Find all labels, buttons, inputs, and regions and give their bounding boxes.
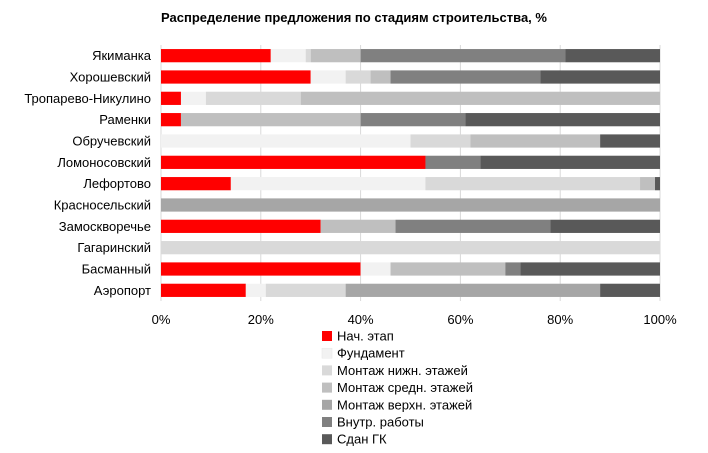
bar-segment bbox=[161, 241, 660, 255]
bar-segment bbox=[300, 91, 660, 105]
bar-segment bbox=[161, 91, 181, 105]
bar-segment bbox=[390, 70, 541, 84]
bar-segment bbox=[320, 219, 396, 233]
legend-swatch bbox=[322, 331, 332, 341]
bar-segment bbox=[425, 177, 641, 191]
x-tick-label: 40% bbox=[348, 312, 374, 327]
x-tick-label: 100% bbox=[643, 312, 677, 327]
x-tick-label: 20% bbox=[248, 312, 274, 327]
bar-segment bbox=[345, 70, 371, 84]
bar-segment bbox=[180, 113, 361, 127]
bar-segment bbox=[520, 262, 660, 276]
bar-segment bbox=[345, 283, 601, 297]
bar-segment bbox=[161, 113, 181, 127]
bar-segment bbox=[205, 91, 301, 105]
legend-label: Сдан ГК bbox=[337, 432, 387, 447]
category-label: Хорошевский bbox=[70, 70, 151, 85]
chart-title: Распределение предложения по стадиям стр… bbox=[161, 10, 547, 25]
bar-segment bbox=[230, 177, 426, 191]
bar-segment bbox=[310, 70, 346, 84]
bar-segment bbox=[465, 113, 660, 127]
legend-swatch bbox=[322, 417, 332, 427]
legend-swatch bbox=[322, 399, 332, 410]
category-label: Обручевский bbox=[72, 134, 151, 149]
bar-segment bbox=[305, 49, 311, 63]
bar-segment bbox=[360, 113, 466, 127]
category-label: Гагаринский bbox=[77, 240, 151, 255]
x-tick-label: 0% bbox=[152, 312, 171, 327]
category-label: Красносельский bbox=[54, 198, 151, 213]
category-label: Раменки bbox=[99, 112, 151, 127]
bar-segment bbox=[161, 219, 321, 233]
legend-label: Фундамент bbox=[337, 346, 405, 361]
legend-label: Монтаж нижн. этажей bbox=[337, 363, 468, 378]
x-tick-label: 80% bbox=[547, 312, 573, 327]
bar-segment bbox=[390, 262, 506, 276]
legend-label: Нач. этап bbox=[337, 329, 394, 344]
bar-segment bbox=[425, 155, 481, 169]
bar-segment bbox=[245, 283, 266, 297]
bar-segment bbox=[161, 283, 246, 297]
legend-swatch bbox=[322, 382, 332, 393]
bar-segment bbox=[655, 177, 660, 191]
legend-label: Монтаж средн. этажей bbox=[337, 380, 473, 395]
bar-segment bbox=[161, 49, 271, 63]
bar-segment bbox=[480, 155, 660, 169]
bar-segment bbox=[265, 283, 346, 297]
legend-swatch bbox=[321, 347, 333, 359]
legend-swatch bbox=[322, 365, 332, 376]
bar-segment bbox=[161, 262, 361, 276]
category-label: Лефортово bbox=[83, 176, 151, 191]
bar-segment bbox=[180, 91, 206, 105]
legend-swatch bbox=[322, 434, 332, 445]
legend-label: Монтаж верхн. этажей bbox=[337, 397, 472, 412]
bar-segment bbox=[600, 134, 660, 148]
bar-segment bbox=[161, 198, 660, 212]
bar-segment bbox=[600, 283, 660, 297]
bar-segment bbox=[360, 262, 391, 276]
bar-segment bbox=[550, 219, 660, 233]
bar-segment bbox=[270, 49, 306, 63]
bar-segment bbox=[505, 262, 521, 276]
bar-segment bbox=[161, 70, 311, 84]
bar-segment bbox=[310, 49, 361, 63]
category-label: Басманный bbox=[82, 262, 151, 277]
bar-segment bbox=[540, 70, 660, 84]
legend-label: Внутр. работы bbox=[337, 415, 424, 430]
bar-segment bbox=[565, 49, 660, 63]
category-label: Замоскворечье bbox=[59, 219, 151, 234]
category-label: Аэропорт bbox=[94, 283, 151, 298]
bar-segment bbox=[161, 134, 411, 148]
bar-segment bbox=[640, 177, 656, 191]
bar-segment bbox=[161, 155, 426, 169]
bar-segment bbox=[370, 70, 391, 84]
bar-segment bbox=[360, 49, 566, 63]
bar-segment bbox=[395, 219, 551, 233]
bar-segment bbox=[410, 134, 471, 148]
category-label: Ломоносовский bbox=[57, 155, 151, 170]
category-label: Якиманка bbox=[92, 48, 152, 63]
bar-segment bbox=[470, 134, 601, 148]
bar-segment bbox=[161, 177, 231, 191]
x-tick-label: 60% bbox=[447, 312, 473, 327]
category-label: Тропарево-Никулино bbox=[24, 91, 151, 106]
